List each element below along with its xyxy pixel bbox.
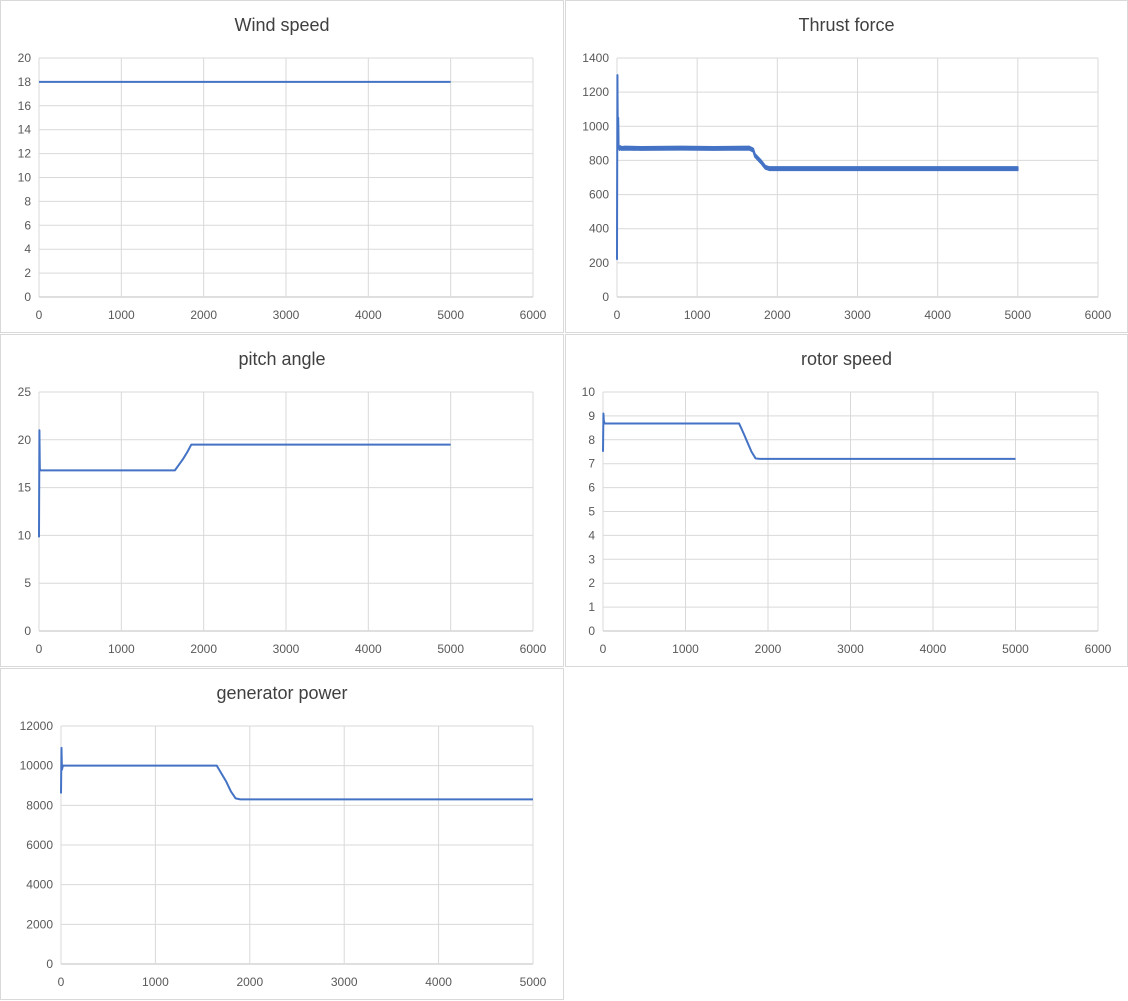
series-line — [602, 412, 1016, 460]
y-tick-label: 4 — [24, 242, 31, 256]
x-tick-label: 2000 — [764, 308, 791, 322]
x-tick-label: 2000 — [190, 308, 217, 322]
y-tick-label: 6000 — [26, 838, 53, 852]
y-tick-label: 10 — [18, 171, 32, 185]
chart-title: Wind speed — [234, 15, 330, 35]
y-tick-label: 800 — [589, 153, 609, 167]
y-tick-label: 400 — [589, 222, 609, 236]
chart-generator-power: generator power 0 2000 4000 6000 8000 10000 12… — [0, 668, 564, 1000]
y-tick-label: 4 — [588, 528, 595, 542]
x-tick-label: 3000 — [331, 975, 358, 989]
y-tick-label: 0 — [588, 624, 595, 638]
y-tick-label: 14 — [18, 123, 32, 137]
series-line — [38, 429, 451, 538]
y-tick-label: 3 — [588, 552, 595, 566]
chart-svg: 0 2 4 6 8 10 12 14 16 18 20 0 1000 2000 3000 4000 5000 60… — [18, 51, 547, 322]
series-line — [616, 74, 1018, 260]
x-tick-label: 0 — [58, 975, 65, 989]
y-tick-label: 8 — [588, 433, 595, 447]
x-tick-label: 1000 — [108, 642, 135, 656]
x-tick-label: 3000 — [837, 642, 864, 656]
x-tick-label: 6000 — [520, 308, 547, 322]
y-tick-label: 1000 — [582, 119, 609, 133]
x-tick-label: 3000 — [844, 308, 871, 322]
chart-svg: 0 1 2 3 4 5 6 7 8 9 10 0 1000 2000 3000 4000 5000 6000 — [582, 385, 1112, 656]
y-tick-label: 5 — [24, 576, 31, 590]
x-tick-label: 1000 — [684, 308, 711, 322]
y-tick-label: 1 — [588, 600, 595, 614]
x-tick-label: 4000 — [924, 308, 951, 322]
y-tick-label: 9 — [588, 409, 595, 423]
x-tick-label: 3000 — [273, 642, 300, 656]
y-tick-label: 8 — [24, 194, 31, 208]
x-tick-label: 2000 — [236, 975, 263, 989]
x-tick-label: 4000 — [355, 308, 382, 322]
y-tick-label: 6 — [588, 481, 595, 495]
y-tick-label: 5 — [588, 505, 595, 519]
chart-pitch-angle: pitch angle 0 5 10 15 20 25 0 1000 2000 3000 4000 5… — [0, 334, 564, 667]
y-tick-label: 20 — [18, 51, 32, 65]
chart-svg: 0 2000 4000 6000 8000 10000 12000 0 1000 2000 3000… — [20, 719, 547, 989]
y-tick-label: 6 — [24, 218, 31, 232]
y-tick-label: 2000 — [26, 917, 53, 931]
chart-svg: 0 5 10 15 20 25 0 1000 2000 3000 4000 5000 6000 — [18, 385, 547, 656]
x-tick-label: 0 — [600, 642, 607, 656]
x-tick-label: 1000 — [672, 642, 699, 656]
chart-wind-speed: Wind speed 0 2 4 6 8 10 12 14 16 18 20 0 1000 2000 300… — [0, 0, 564, 333]
x-tick-label: 2000 — [190, 642, 217, 656]
x-tick-label: 6000 — [520, 642, 547, 656]
x-tick-label: 4000 — [355, 642, 382, 656]
y-tick-label: 0 — [24, 290, 31, 304]
y-tick-label: 0 — [24, 624, 31, 638]
y-tick-label: 8000 — [26, 798, 53, 812]
x-tick-label: 3000 — [273, 308, 300, 322]
chart-svg: 0 200 400 600 800 1000 1200 1400 0 1000 2000 3000 40… — [582, 51, 1112, 322]
x-tick-label: 1000 — [142, 975, 169, 989]
y-tick-label: 20 — [18, 433, 32, 447]
y-tick-label: 600 — [589, 188, 609, 202]
y-tick-label: 10 — [582, 385, 596, 399]
y-tick-label: 2 — [24, 266, 31, 280]
y-tick-label: 10000 — [20, 759, 54, 773]
x-tick-label: 0 — [614, 308, 621, 322]
x-tick-label: 5000 — [1002, 642, 1029, 656]
x-tick-label: 5000 — [437, 308, 464, 322]
chart-title: rotor speed — [800, 349, 893, 369]
y-tick-label: 7 — [588, 457, 595, 471]
series-band — [616, 74, 1019, 261]
x-tick-label: 1000 — [108, 308, 135, 322]
y-tick-label: 200 — [589, 256, 609, 270]
chart-title: generator power — [216, 683, 348, 703]
x-tick-label: 2000 — [755, 642, 782, 656]
y-tick-label: 1400 — [582, 51, 609, 65]
y-tick-label: 12 — [18, 147, 32, 161]
y-tick-label: 1200 — [582, 85, 609, 99]
y-tick-label: 12000 — [20, 719, 54, 733]
series-line — [60, 746, 533, 801]
x-tick-label: 0 — [36, 642, 43, 656]
x-tick-label: 5000 — [437, 642, 464, 656]
x-tick-label: 5000 — [520, 975, 547, 989]
y-tick-label: 0 — [602, 290, 609, 304]
x-tick-label: 4000 — [920, 642, 947, 656]
chart-title: pitch angle — [238, 349, 326, 369]
x-tick-label: 5000 — [1004, 308, 1031, 322]
y-tick-label: 10 — [18, 528, 32, 542]
chart-thrust-force: Thrust force 0 200 400 600 800 1000 1200 1400 0 1… — [565, 0, 1128, 333]
x-tick-label: 0 — [36, 308, 43, 322]
chart-rotor-speed: rotor speed 0 1 2 3 4 5 6 7 8 9 10 0 1000 2000 3000 400… — [565, 334, 1128, 667]
x-tick-label: 6000 — [1085, 308, 1112, 322]
y-tick-label: 16 — [18, 99, 32, 113]
y-tick-label: 15 — [18, 481, 32, 495]
y-tick-label: 2 — [588, 576, 595, 590]
y-tick-label: 18 — [18, 75, 32, 89]
y-tick-label: 4000 — [26, 878, 53, 892]
x-tick-label: 6000 — [1085, 642, 1112, 656]
y-tick-label: 0 — [46, 957, 53, 971]
chart-title: Thrust force — [798, 15, 895, 35]
x-tick-label: 4000 — [425, 975, 452, 989]
y-tick-label: 25 — [18, 385, 32, 399]
